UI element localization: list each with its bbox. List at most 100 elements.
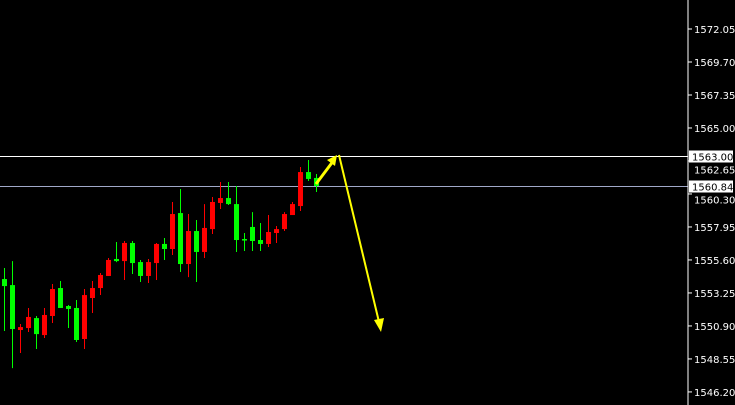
candle <box>106 257 111 276</box>
candle <box>162 238 167 260</box>
candle <box>122 241 127 281</box>
candle-body <box>226 198 231 205</box>
candle <box>138 259 143 283</box>
arrow-annotations <box>314 154 384 332</box>
level-label: 1560.84 <box>692 183 733 194</box>
y-tick-label: 1560.30 <box>694 196 735 207</box>
candle-body <box>74 307 79 340</box>
candle-body <box>202 227 207 252</box>
candle <box>154 242 159 281</box>
candle-body <box>242 239 247 241</box>
candle-body <box>114 258 119 262</box>
candle-body <box>258 240 263 244</box>
y-tick-label: 1550.90 <box>694 322 735 333</box>
level-label-box <box>689 150 733 163</box>
candle-body <box>306 172 311 179</box>
candle-body <box>10 285 15 330</box>
candle-body <box>106 259 111 276</box>
down-arrow-line <box>338 154 380 323</box>
candle-body <box>122 242 127 262</box>
candle <box>42 307 47 339</box>
candle-body <box>186 231 191 265</box>
candle-body <box>210 201 215 230</box>
level-label: 1563.00 <box>692 153 733 164</box>
candle <box>114 241 119 263</box>
candle <box>306 159 311 182</box>
candle-body <box>282 214 287 230</box>
y-tick-label: 1557.95 <box>694 223 735 234</box>
down-arrow-head <box>374 318 384 332</box>
candle-body <box>90 288 95 299</box>
level-labels: 1563.00 1560.84 <box>689 150 733 194</box>
y-tick-label: 1546.20 <box>694 388 735 399</box>
candle <box>82 289 87 349</box>
candle-body <box>42 314 47 336</box>
candle <box>274 225 279 243</box>
candle <box>266 215 271 248</box>
candle-body <box>194 231 199 252</box>
y-tick-label: 1553.25 <box>694 289 735 300</box>
candle-body <box>50 289 55 316</box>
candle <box>258 223 263 251</box>
y-tick-label: 1562.65 <box>694 166 735 177</box>
candle-body <box>34 318 39 335</box>
candle-body <box>154 243 159 264</box>
horizontal-levels <box>0 156 688 187</box>
candle <box>178 189 183 273</box>
candle <box>90 281 95 314</box>
candle-body <box>146 262 151 276</box>
candle-body <box>66 306 71 309</box>
candle <box>50 283 55 323</box>
candle <box>202 204 207 258</box>
candle-body <box>298 172 303 207</box>
candle-body <box>162 243 167 250</box>
candle <box>10 261 15 369</box>
candle <box>130 241 135 274</box>
candle <box>74 299 79 342</box>
candle <box>34 315 39 349</box>
candle <box>2 267 7 332</box>
price-axis: 1572.05 1569.70 1567.35 1565.00 1562.65 1560.… <box>688 25 735 399</box>
candle <box>234 185 239 252</box>
up-arrow-line <box>314 159 336 185</box>
candle <box>242 233 247 251</box>
candle <box>250 212 255 251</box>
level-label-box <box>689 180 733 193</box>
candle <box>210 197 215 234</box>
candle-body <box>130 242 135 264</box>
candle <box>226 182 231 206</box>
candle <box>290 201 295 216</box>
candle-body <box>18 327 23 331</box>
candle <box>18 323 23 354</box>
candles <box>2 159 319 369</box>
candle <box>66 305 71 329</box>
candle <box>58 281 63 308</box>
candle-body <box>2 279 7 287</box>
candle <box>194 219 199 283</box>
candle-body <box>250 226 255 242</box>
candle-body <box>58 288 63 308</box>
candle <box>186 214 191 278</box>
y-tick-label: 1548.55 <box>694 355 735 366</box>
candle <box>146 258 151 283</box>
up-arrow-head <box>327 155 337 166</box>
candle-body <box>98 274 103 289</box>
candle <box>26 307 31 332</box>
candle <box>170 201 175 256</box>
candle-body <box>82 295 87 340</box>
candle-body <box>178 213 183 265</box>
y-tick-label: 1567.35 <box>694 91 735 102</box>
candle <box>98 273 103 296</box>
y-tick-label: 1572.05 <box>694 25 735 36</box>
candle-body <box>138 262 143 276</box>
candle-body <box>170 214 175 250</box>
y-tick-label: 1565.00 <box>694 124 735 135</box>
candle <box>282 212 287 232</box>
y-tick-label: 1569.70 <box>694 58 735 69</box>
y-tick-label: 1555.60 <box>694 256 735 267</box>
candle-body <box>266 232 271 244</box>
candle <box>298 167 303 211</box>
candle <box>218 182 223 209</box>
candle-body <box>274 229 279 234</box>
